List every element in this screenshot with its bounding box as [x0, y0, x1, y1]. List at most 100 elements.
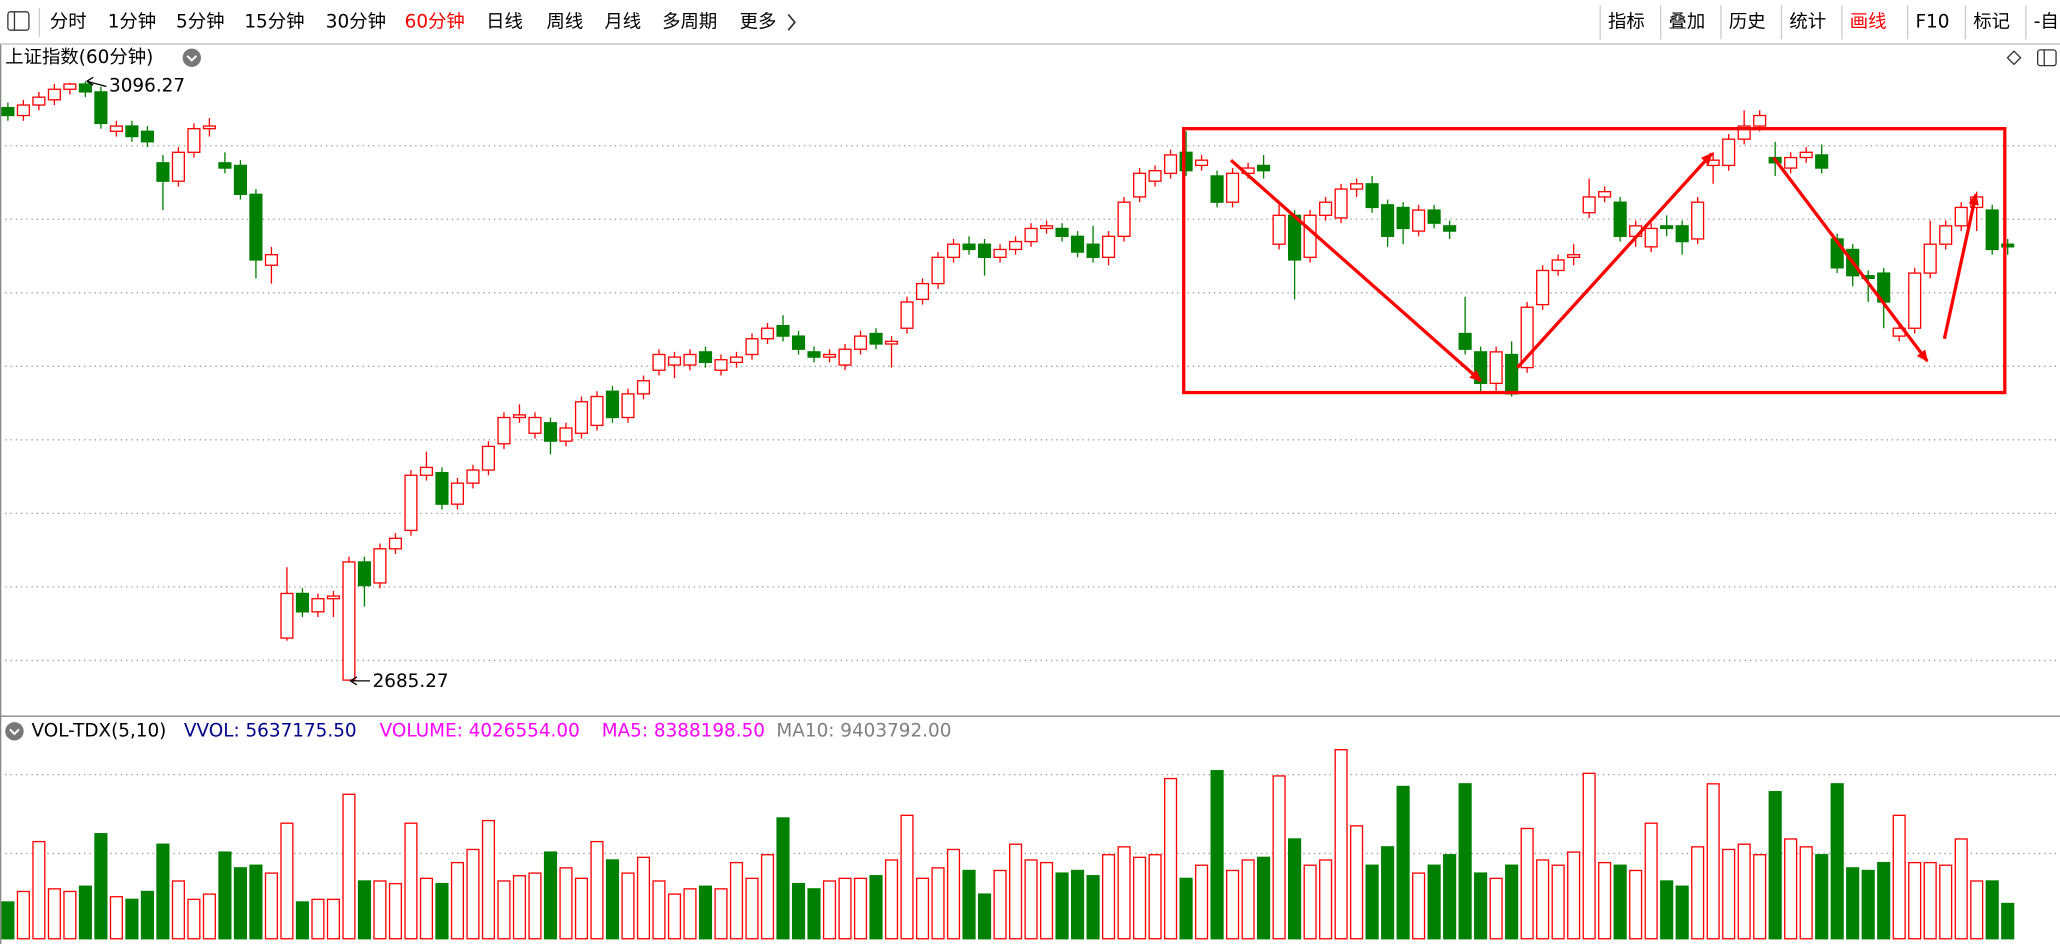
volume-bar — [1396, 785, 1410, 940]
tool-button[interactable]: -自 — [2034, 11, 2059, 32]
tool-button[interactable]: 历史 — [1729, 11, 1766, 32]
tool-button[interactable]: F10 — [1915, 11, 1949, 32]
candle-body — [1644, 227, 1658, 248]
volume-bar — [1195, 864, 1209, 940]
volume-bar — [1505, 864, 1519, 940]
candle-body — [993, 248, 1007, 258]
volume-bar — [1520, 827, 1534, 940]
volume-bar — [171, 880, 185, 940]
volume-bar — [1427, 864, 1441, 940]
candle-body — [1799, 151, 1813, 159]
period-button[interactable]: 多周期 — [662, 11, 717, 32]
volume-bar — [1830, 783, 1844, 940]
candle-body — [435, 472, 449, 505]
volume-bar — [1892, 814, 1906, 940]
candle-body — [1443, 225, 1457, 232]
candle-body — [2001, 243, 2015, 248]
volume-bar — [1070, 869, 1085, 940]
volume-bar — [760, 854, 775, 940]
volume-bar — [1101, 854, 1116, 940]
volume-bar — [311, 898, 325, 940]
candle-body — [1908, 272, 1922, 329]
volume-bar — [869, 875, 883, 940]
annotation-leader — [86, 80, 107, 88]
volume-bar — [574, 877, 589, 940]
tool-button[interactable]: 指标 — [1608, 11, 1645, 32]
candle-body — [1815, 154, 1829, 169]
volume-bar — [1815, 854, 1829, 940]
volume-bar — [450, 861, 465, 940]
panel-toggle-icon[interactable] — [7, 11, 30, 31]
candle-body — [342, 561, 356, 681]
volume-bar — [1024, 859, 1038, 940]
volume-bar — [1567, 851, 1581, 940]
candle-body — [187, 128, 201, 153]
indicator-menu-icon[interactable] — [5, 722, 24, 741]
period-button[interactable]: 60分钟 — [405, 11, 465, 32]
candle-body — [450, 482, 465, 505]
price-annotation: 2685.27 — [373, 671, 449, 692]
candle-body — [1427, 209, 1441, 224]
candle-body — [1164, 154, 1178, 174]
candle-body — [652, 353, 666, 371]
title-menu-icon[interactable] — [182, 48, 202, 67]
volume-bar — [1954, 838, 1968, 940]
candle-body — [807, 351, 821, 358]
volume-bar — [1768, 791, 1782, 940]
drawn-box — [1182, 127, 2007, 395]
drawn-arrow — [1516, 152, 1714, 369]
candle-body — [698, 351, 713, 364]
candle-body — [1613, 201, 1627, 237]
period-button[interactable]: 日线 — [486, 11, 523, 32]
volume-bar — [714, 888, 728, 940]
diamond-icon[interactable] — [2006, 50, 2022, 66]
volume-bar — [993, 869, 1007, 940]
candle-body — [373, 548, 387, 584]
candle-body — [109, 125, 123, 132]
tool-button[interactable]: 画线 — [1850, 11, 1887, 32]
volume-bar — [1644, 822, 1658, 940]
candle-body — [63, 83, 77, 90]
period-button[interactable]: 月线 — [604, 11, 641, 32]
volume-bar — [1350, 825, 1364, 940]
period-button[interactable]: 30分钟 — [326, 11, 386, 32]
candle-body — [1536, 269, 1550, 306]
volume-bar — [1799, 846, 1813, 940]
volume-bar — [838, 877, 852, 940]
candle-body — [683, 353, 697, 366]
candle-body — [621, 393, 635, 419]
tool-button[interactable]: 叠加 — [1668, 11, 1705, 32]
volume-bar — [481, 819, 496, 940]
period-button[interactable]: 15分钟 — [244, 11, 304, 32]
volume-bar — [1598, 861, 1612, 940]
candle-body — [1, 107, 15, 117]
period-button[interactable]: 5分钟 — [176, 11, 224, 32]
volume-bar — [931, 867, 945, 940]
candle-body — [729, 356, 744, 364]
period-button[interactable]: 1分钟 — [108, 11, 156, 32]
volume-bar — [94, 833, 108, 940]
candle-body — [590, 395, 604, 427]
candle-body — [1210, 175, 1224, 203]
candle-body — [528, 416, 542, 434]
tool-button[interactable]: 标记 — [1973, 11, 2010, 32]
volume-bar — [466, 848, 480, 940]
period-button[interactable]: 分时 — [50, 11, 87, 32]
volume-bar — [1970, 880, 1984, 940]
candle-body — [326, 595, 341, 600]
candle-body — [1365, 183, 1379, 209]
period-button[interactable]: 周线 — [547, 11, 584, 32]
tool-button[interactable]: 统计 — [1789, 11, 1826, 32]
candle-body — [1195, 159, 1209, 167]
volume-bar — [915, 877, 930, 940]
candle-body — [1489, 351, 1503, 385]
candle-body — [497, 416, 511, 445]
period-button[interactable]: 更多 — [740, 11, 777, 32]
volume-bar — [1474, 872, 1488, 940]
panel-icon[interactable] — [2037, 49, 2057, 67]
candle-body — [1660, 225, 1674, 230]
candle-body — [1458, 332, 1472, 350]
volume-bar — [1055, 872, 1069, 940]
volume-bar — [652, 880, 666, 940]
